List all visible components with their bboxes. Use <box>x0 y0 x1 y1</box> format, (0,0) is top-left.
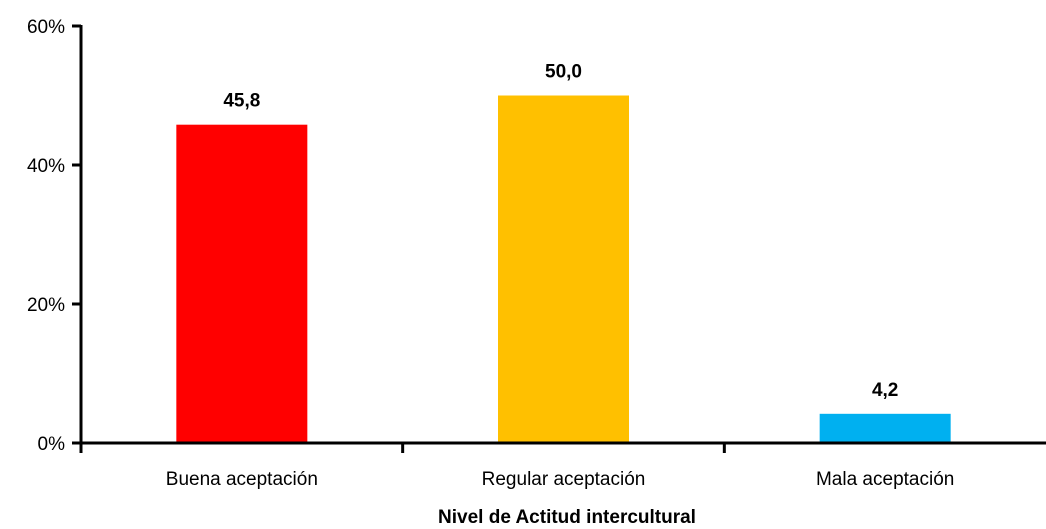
bar-value-label: 4,2 <box>872 380 898 401</box>
x-category-label: Regular aceptación <box>482 469 646 490</box>
labels-group: 0% 20% 40% 60% 45,8 Buena aceptación 50,0 Regul… <box>27 17 954 490</box>
axes-group <box>72 24 1046 453</box>
x-axis-title: Nivel de Actitud intercultural <box>438 507 696 528</box>
bar-value-label: 50,0 <box>545 62 582 83</box>
bar <box>176 124 308 443</box>
y-tick-label: 60% <box>27 17 65 38</box>
y-tick-label: 40% <box>27 156 65 177</box>
y-tick-label: 0% <box>38 434 66 455</box>
bar <box>819 413 951 443</box>
x-category-label: Buena aceptación <box>166 469 318 490</box>
bar-value-label: 45,8 <box>223 91 260 112</box>
bar <box>498 95 629 443</box>
bars-group <box>176 95 951 443</box>
y-tick-label: 20% <box>27 295 65 316</box>
x-category-label: Mala aceptación <box>816 469 954 490</box>
